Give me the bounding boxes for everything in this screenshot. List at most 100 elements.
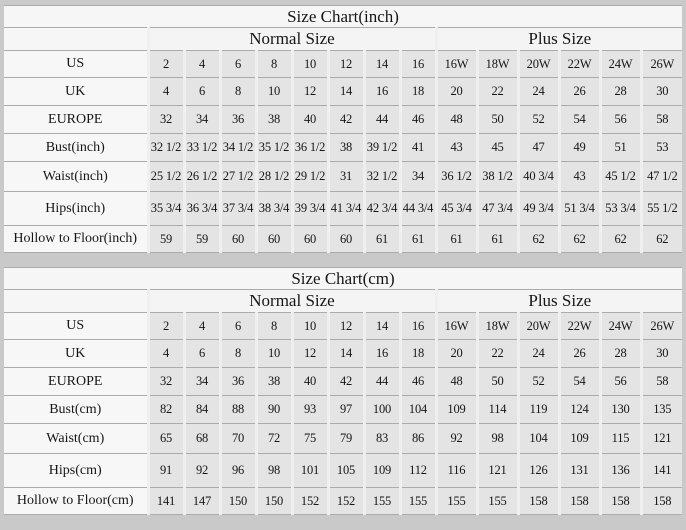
- table-cell: 155: [362, 487, 400, 515]
- table-cell: 155: [475, 487, 518, 515]
- table-cell: 97: [326, 395, 364, 424]
- table-cell: 38: [254, 105, 292, 134]
- table-cell: 60: [254, 225, 292, 253]
- row-label: EUROPE: [4, 367, 148, 396]
- table-cell: 36: [218, 105, 256, 134]
- table-cell: 8: [254, 312, 292, 340]
- table-row: Hips(inch) 35 3/4 36 3/4 37 3/4 38 3/4 39 3/4…: [4, 191, 683, 226]
- row-label: Hollow to Floor(inch): [4, 225, 148, 253]
- table-cell: 8: [218, 77, 256, 106]
- table-cell: 6: [182, 77, 220, 106]
- table-cell: 51: [598, 133, 641, 162]
- table-cell: 130: [598, 395, 641, 424]
- table-cell: 41 3/4: [326, 191, 364, 226]
- table-cell: 53 3/4: [598, 191, 641, 226]
- row-label: Waist(inch): [4, 161, 148, 192]
- table-cell: 49: [557, 133, 600, 162]
- table-cell: 41: [398, 133, 436, 162]
- table-cell: 35 3/4: [146, 191, 184, 226]
- table-cell: 60: [218, 225, 256, 253]
- table-cell: 22: [475, 339, 518, 368]
- table-cell: 36 1/2: [434, 161, 477, 192]
- table-cell: 10: [290, 50, 328, 78]
- row-label: Bust(inch): [4, 133, 148, 162]
- table-cell: 14: [362, 312, 400, 340]
- table-cell: 4: [182, 312, 220, 340]
- table-cell: 46: [398, 367, 436, 396]
- table-cell: 40: [290, 367, 328, 396]
- table-cell: 70: [218, 423, 256, 454]
- table-cell: 92: [434, 423, 477, 454]
- table-cell: 100: [362, 395, 400, 424]
- table-cell: 20W: [516, 312, 559, 340]
- table-row: US 2 4 6 8 10 12 14 16 16W 18W 20W 22W 24W 26W: [4, 312, 683, 340]
- table-cell: 38: [326, 133, 364, 162]
- table-cell: 104: [398, 395, 436, 424]
- table-cell: 12: [326, 312, 364, 340]
- table-cell: 83: [362, 423, 400, 454]
- table-cell: 62: [598, 225, 641, 253]
- table-row: Waist(cm) 65 68 70 72 75 79 83 86 92 98 104 109 115 12…: [4, 423, 683, 454]
- table-cell: 43: [434, 133, 477, 162]
- row-label: US: [4, 312, 148, 340]
- table-cell: 2: [146, 50, 184, 78]
- table-cell: 59: [182, 225, 220, 253]
- table-cell: 91: [146, 453, 184, 488]
- table-cell: 35 1/2: [254, 133, 292, 162]
- table-cell: 158: [516, 487, 559, 515]
- table-row: US 2 4 6 8 10 12 14 16 16W 18W 20W 22W 24W 26W: [4, 50, 683, 78]
- table-cell: 48: [434, 367, 477, 396]
- table-cell: 18: [398, 339, 436, 368]
- table-cell: 38: [254, 367, 292, 396]
- table-cell: 51 3/4: [557, 191, 600, 226]
- table-cell: 131: [557, 453, 600, 488]
- table-cell: 34: [398, 161, 436, 192]
- size-chart-inch-table: Size Chart(inch) Normal Size Plus Size US 2 4…: [4, 5, 683, 253]
- table-title: Size Chart(inch): [4, 5, 683, 28]
- table-row: Hips(cm) 91 92 96 98 101 105 109 112 116 121 126 131…: [4, 453, 683, 488]
- table-cell: 124: [557, 395, 600, 424]
- table-cell: 47 1/2: [639, 161, 683, 192]
- table-cell: 24: [516, 339, 559, 368]
- table-cell: 34: [182, 105, 220, 134]
- table-cell: 61: [362, 225, 400, 253]
- table-cell: 8: [254, 50, 292, 78]
- group-header-plus-size: Plus Size: [434, 289, 683, 313]
- row-label: UK: [4, 77, 148, 106]
- row-label: Hips(inch): [4, 191, 148, 226]
- table-cell: 40: [290, 105, 328, 134]
- table-cell: 6: [218, 50, 256, 78]
- table-cell: 86: [398, 423, 436, 454]
- table-cell: 31: [326, 161, 364, 192]
- table-cell: 22: [475, 77, 518, 106]
- table-cell: 68: [182, 423, 220, 454]
- table-cell: 53: [639, 133, 683, 162]
- table-cell: 150: [218, 487, 256, 515]
- table-cell: 4: [146, 77, 184, 106]
- table-cell: 22W: [557, 312, 600, 340]
- table-cell: 152: [290, 487, 328, 515]
- table-cell: 30: [639, 77, 683, 106]
- table-cell: 27 1/2: [218, 161, 256, 192]
- table-cell: 28 1/2: [254, 161, 292, 192]
- table-cell: 84: [182, 395, 220, 424]
- table-cell: 109: [434, 395, 477, 424]
- table-title: Size Chart(cm): [4, 267, 683, 290]
- table-cell: 43: [557, 161, 600, 192]
- table-cell: 26: [557, 339, 600, 368]
- table-title-row: Size Chart(inch): [4, 5, 683, 28]
- table-cell: 98: [254, 453, 292, 488]
- table-cell: 36 3/4: [182, 191, 220, 226]
- row-label: EUROPE: [4, 105, 148, 134]
- table-cell: 20: [434, 339, 477, 368]
- table-cell: 24W: [598, 312, 641, 340]
- table-cell: 61: [475, 225, 518, 253]
- table-cell: 116: [434, 453, 477, 488]
- size-chart-cm-table: Size Chart(cm) Normal Size Plus Size US 2 4 6 8…: [4, 267, 683, 515]
- table-cell: 20: [434, 77, 477, 106]
- table-cell: 88: [218, 395, 256, 424]
- table-cell: 42 3/4: [362, 191, 400, 226]
- table-cell: 2: [146, 312, 184, 340]
- table-row: Bust(inch) 32 1/2 33 1/2 34 1/2 35 1/2 36 1/2…: [4, 133, 683, 162]
- table-cell: 37 3/4: [218, 191, 256, 226]
